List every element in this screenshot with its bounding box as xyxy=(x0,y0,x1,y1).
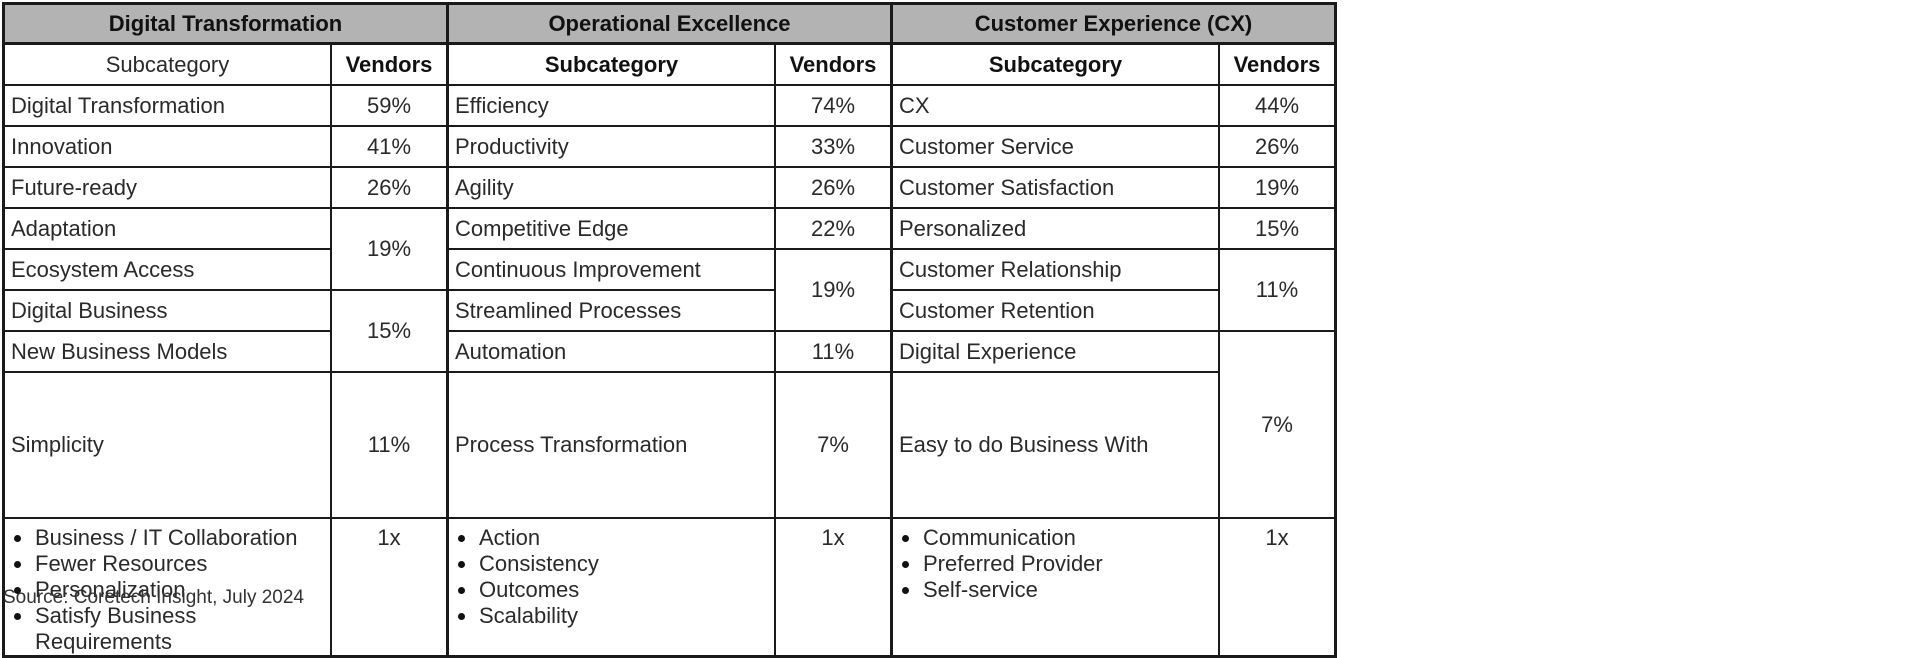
list-item: Business / IT Collaboration xyxy=(11,525,325,551)
bullet-list: Action Consistency Outcomes Scalability xyxy=(455,525,769,629)
vendors-cell: 33% xyxy=(776,127,890,168)
bullet-list: Communication Preferred Provider Self-se… xyxy=(899,525,1213,603)
list-item: Communication xyxy=(899,525,1213,551)
vendors-cell: 19% xyxy=(1220,168,1334,209)
vendors-cell: 11% xyxy=(332,373,446,519)
subcategory-cell: Digital Experience xyxy=(893,332,1220,373)
subcategory-cell: Productivity xyxy=(449,127,776,168)
subcategory-cell: Streamlined Processes xyxy=(449,291,776,332)
group-digital-transformation: Digital Transformation Subcategory Vendo… xyxy=(5,5,449,655)
vendors-cell: 74% xyxy=(776,86,890,127)
bullet-list-cell: Action Consistency Outcomes Scalability xyxy=(449,519,776,655)
vendor-subcategory-table: Digital Transformation Subcategory Vendo… xyxy=(2,2,1337,658)
list-item: Outcomes xyxy=(455,577,769,603)
list-item: Self-service xyxy=(899,577,1213,603)
vendors-cell: 19% xyxy=(332,209,446,291)
vendors-cell: 7% xyxy=(1220,332,1334,519)
vendors-cell: 41% xyxy=(332,127,446,168)
subcategory-cell: Customer Service xyxy=(893,127,1220,168)
subcategory-cell: Adaptation xyxy=(5,209,332,250)
vendors-header: Vendors xyxy=(1220,45,1334,86)
list-item: Scalability xyxy=(455,603,769,629)
group-operational-excellence: Operational Excellence Subcategory Vendo… xyxy=(449,5,893,655)
subcategory-cell: Process Transformation xyxy=(449,373,776,519)
vendors-cell: 26% xyxy=(332,168,446,209)
vendors-cell: 59% xyxy=(332,86,446,127)
vendors-cell: 44% xyxy=(1220,86,1334,127)
vendors-cell: 11% xyxy=(1220,250,1334,332)
subcategory-cell: Competitive Edge xyxy=(449,209,776,250)
bullet-list-cell: Communication Preferred Provider Self-se… xyxy=(893,519,1220,655)
vendors-header: Vendors xyxy=(332,45,446,86)
list-item: Action xyxy=(455,525,769,551)
vendors-cell: 1x xyxy=(377,525,401,550)
subcategory-cell: Efficiency xyxy=(449,86,776,127)
subcategory-cell: Automation xyxy=(449,332,776,373)
vendors-cell: 26% xyxy=(776,168,890,209)
vendors-cell: 19% xyxy=(776,250,890,332)
source-note: Source: Coretech Insight, July 2024 xyxy=(3,587,305,608)
subcategory-cell: Personalized xyxy=(893,209,1220,250)
subcategory-cell: Customer Retention xyxy=(893,291,1220,332)
group-customer-experience: Customer Experience (CX) Subcategory Ven… xyxy=(893,5,1337,655)
subcategory-cell: Agility xyxy=(449,168,776,209)
vendors-cell: 26% xyxy=(1220,127,1334,168)
vendors-header: Vendors xyxy=(776,45,890,86)
vendors-cell: 11% xyxy=(776,332,890,373)
vendors-cell: 7% xyxy=(776,373,890,519)
subcategory-header: Subcategory xyxy=(449,45,776,86)
subcategory-cell: Continuous Improvement xyxy=(449,250,776,291)
list-item: Preferred Provider xyxy=(899,551,1213,577)
subcategory-cell: Simplicity xyxy=(5,373,332,519)
subcategory-cell: Customer Relationship xyxy=(893,250,1220,291)
list-item: Fewer Resources xyxy=(11,551,325,577)
subcategory-cell: Digital Transformation xyxy=(5,86,332,127)
subcategory-cell: Ecosystem Access xyxy=(5,250,332,291)
list-item: Personalization xyxy=(11,577,325,603)
subcategory-cell: Digital Business xyxy=(5,291,332,332)
subcategory-header: Subcategory xyxy=(893,45,1220,86)
subcategory-cell: CX xyxy=(893,86,1220,127)
subcategory-header: Subcategory xyxy=(5,45,332,86)
subcategory-cell: Easy to do Business With xyxy=(893,373,1220,519)
group-title: Digital Transformation xyxy=(5,5,446,45)
vendors-cell: 15% xyxy=(332,291,446,373)
subcategory-cell: Future-ready xyxy=(5,168,332,209)
vendors-cell: 1x xyxy=(1265,525,1289,550)
subcategory-cell: New Business Models xyxy=(5,332,332,373)
vendors-cell: 15% xyxy=(1220,209,1334,250)
group-title: Operational Excellence xyxy=(449,5,890,45)
list-item: Satisfy Business Requirements xyxy=(11,603,325,655)
subcategory-cell: Innovation xyxy=(5,127,332,168)
vendors-cell: 1x xyxy=(821,525,845,550)
subcategory-cell: Customer Satisfaction xyxy=(893,168,1220,209)
group-title: Customer Experience (CX) xyxy=(893,5,1334,45)
list-item: Consistency xyxy=(455,551,769,577)
vendors-cell: 22% xyxy=(776,209,890,250)
